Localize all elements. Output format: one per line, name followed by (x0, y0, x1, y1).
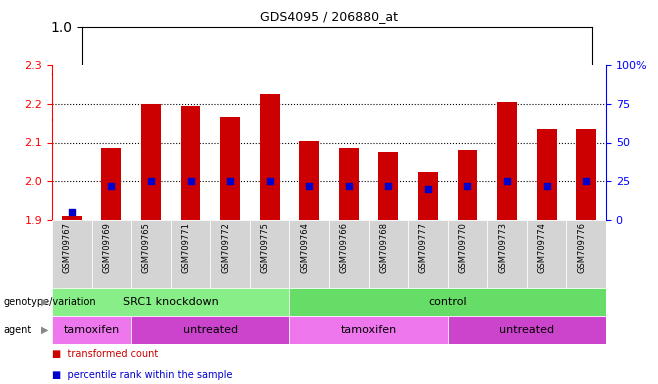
Text: untreated: untreated (183, 325, 238, 335)
Bar (170, 220, 211, 288)
Bar (62, 216, 82, 220)
Text: GSM709771: GSM709771 (182, 222, 191, 273)
Bar (52, 220, 91, 288)
Text: GSM709773: GSM709773 (498, 222, 507, 273)
Bar (527, 220, 567, 288)
Bar (52, 316, 131, 344)
Point (502, 178, 513, 184)
Text: ■  transformed count: ■ transformed count (52, 349, 159, 359)
Text: GSM709765: GSM709765 (142, 222, 151, 273)
Text: GSM709770: GSM709770 (459, 222, 467, 273)
Bar (567, 220, 606, 288)
Point (304, 183, 315, 189)
Text: GSM709776: GSM709776 (577, 222, 586, 273)
Text: GSM709777: GSM709777 (419, 222, 428, 273)
Point (225, 178, 236, 184)
Bar (447, 220, 488, 288)
Bar (418, 172, 438, 220)
Point (106, 183, 116, 189)
Bar (260, 94, 280, 220)
Text: GSM709766: GSM709766 (340, 222, 349, 273)
Point (145, 178, 156, 184)
Text: ▶: ▶ (41, 297, 49, 307)
Bar (497, 102, 517, 220)
Bar (576, 129, 596, 220)
Point (66, 209, 77, 215)
Bar (141, 104, 161, 220)
Text: GSM709772: GSM709772 (221, 222, 230, 273)
Text: ▶: ▶ (41, 325, 49, 335)
Bar (91, 220, 131, 288)
Bar (131, 316, 290, 344)
Bar (537, 129, 557, 220)
Point (462, 183, 472, 189)
Text: tamoxifen: tamoxifen (63, 325, 120, 335)
Bar (329, 220, 368, 288)
Point (422, 186, 433, 192)
Text: GSM709764: GSM709764 (300, 222, 309, 273)
Text: GSM709767: GSM709767 (63, 222, 72, 273)
Point (542, 183, 552, 189)
Text: control: control (428, 297, 467, 307)
Text: tamoxifen: tamoxifen (340, 325, 397, 335)
Bar (339, 148, 359, 220)
Text: ■  percentile rank within the sample: ■ percentile rank within the sample (52, 370, 232, 380)
Bar (220, 118, 240, 220)
Text: genotype/variation: genotype/variation (3, 297, 96, 307)
Bar (408, 220, 447, 288)
Text: untreated: untreated (499, 325, 555, 335)
Bar (131, 220, 170, 288)
Point (265, 178, 275, 184)
Bar (52, 288, 290, 316)
Bar (180, 106, 201, 220)
Point (581, 178, 592, 184)
Point (343, 183, 354, 189)
Bar (378, 152, 398, 220)
Text: agent: agent (3, 325, 32, 335)
Text: GSM709775: GSM709775 (261, 222, 270, 273)
Text: GSM709774: GSM709774 (538, 222, 547, 273)
Bar (211, 220, 250, 288)
Bar (488, 220, 527, 288)
Bar (447, 316, 606, 344)
Point (383, 183, 393, 189)
Text: SRC1 knockdown: SRC1 knockdown (123, 297, 218, 307)
Bar (290, 220, 329, 288)
Bar (290, 288, 606, 316)
Text: GSM709769: GSM709769 (103, 222, 111, 273)
Bar (101, 148, 121, 220)
Bar (457, 150, 478, 220)
Text: GDS4095 / 206880_at: GDS4095 / 206880_at (260, 10, 398, 23)
Bar (250, 220, 290, 288)
Text: GSM709768: GSM709768 (380, 222, 388, 273)
Bar (299, 141, 319, 220)
Bar (368, 220, 408, 288)
Point (186, 178, 196, 184)
Bar (290, 316, 447, 344)
